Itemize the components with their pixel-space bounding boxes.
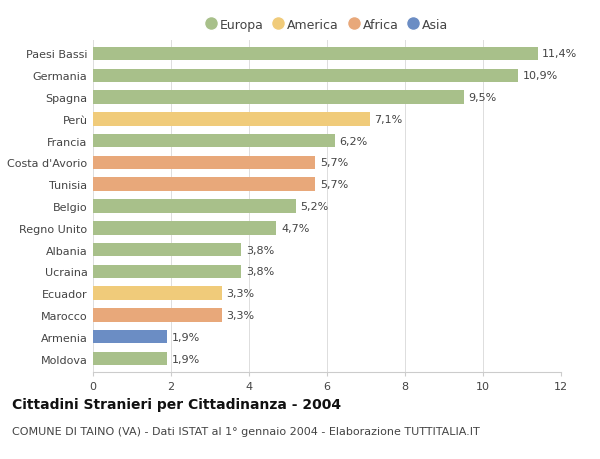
- Text: 3,8%: 3,8%: [246, 267, 274, 277]
- Bar: [93, 48, 538, 61]
- Text: 5,2%: 5,2%: [301, 202, 329, 212]
- Bar: [93, 200, 296, 213]
- Bar: [93, 157, 316, 170]
- Bar: [93, 69, 518, 83]
- Bar: [93, 287, 222, 300]
- Text: 3,3%: 3,3%: [226, 310, 254, 320]
- Bar: [93, 308, 222, 322]
- Text: 5,7%: 5,7%: [320, 158, 348, 168]
- Text: 1,9%: 1,9%: [172, 332, 200, 342]
- Bar: [93, 222, 277, 235]
- Text: 11,4%: 11,4%: [542, 50, 578, 59]
- Legend: Europa, America, Africa, Asia: Europa, America, Africa, Asia: [206, 19, 448, 32]
- Text: 1,9%: 1,9%: [172, 354, 200, 364]
- Bar: [93, 134, 335, 148]
- Text: 3,3%: 3,3%: [226, 289, 254, 298]
- Text: 7,1%: 7,1%: [374, 115, 403, 124]
- Text: Cittadini Stranieri per Cittadinanza - 2004: Cittadini Stranieri per Cittadinanza - 2…: [12, 397, 341, 411]
- Text: 9,5%: 9,5%: [468, 93, 496, 103]
- Text: COMUNE DI TAINO (VA) - Dati ISTAT al 1° gennaio 2004 - Elaborazione TUTTITALIA.I: COMUNE DI TAINO (VA) - Dati ISTAT al 1° …: [12, 426, 480, 436]
- Text: 6,2%: 6,2%: [340, 136, 368, 146]
- Bar: [93, 178, 316, 191]
- Text: 10,9%: 10,9%: [523, 71, 558, 81]
- Bar: [93, 352, 167, 365]
- Bar: [93, 91, 464, 105]
- Bar: [93, 113, 370, 126]
- Bar: [93, 330, 167, 344]
- Text: 5,7%: 5,7%: [320, 180, 348, 190]
- Text: 3,8%: 3,8%: [246, 245, 274, 255]
- Text: 4,7%: 4,7%: [281, 223, 310, 233]
- Bar: [93, 265, 241, 279]
- Bar: [93, 243, 241, 257]
